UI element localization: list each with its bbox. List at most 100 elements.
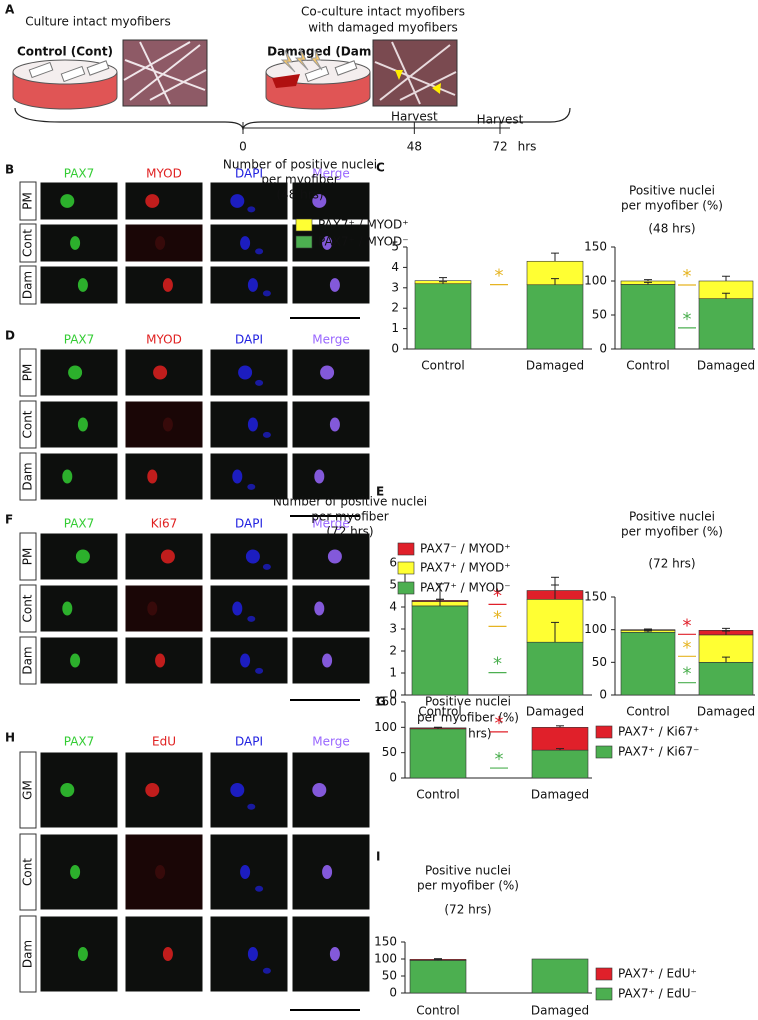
row-label: PM	[21, 364, 35, 382]
right-title: with damaged myofibers	[308, 21, 458, 35]
micrograph	[209, 181, 289, 221]
row-label: Cont	[21, 594, 35, 622]
nucleus	[314, 601, 325, 616]
y-tick-label: 100	[584, 622, 607, 636]
x-tick-label: Control	[418, 705, 461, 719]
legend-label: PAX7⁺ / EdU⁺	[618, 967, 697, 981]
legend-label: PAX7⁺ / MYOD⁺	[420, 561, 511, 575]
nucleus	[162, 947, 173, 961]
nucleus	[77, 417, 88, 432]
nucleus	[147, 601, 158, 616]
y-tick-label: 5	[389, 578, 397, 592]
bar-segment	[698, 298, 754, 350]
y-tick-label: 0	[599, 688, 607, 702]
legend-label: PAX7⁺ / Ki67⁻	[618, 745, 699, 759]
nucleus	[255, 885, 264, 892]
y-tick-label: 4	[391, 260, 399, 274]
significance: *	[493, 585, 502, 606]
row-label-box	[19, 584, 37, 633]
x-tick-label: Damaged	[697, 705, 755, 719]
x-tick-label: Control	[626, 705, 669, 719]
panel-label: G	[376, 695, 386, 709]
nucleus	[247, 278, 258, 292]
column-header: DAPI	[235, 333, 263, 347]
nucleus	[329, 278, 340, 292]
nucleus	[77, 947, 88, 961]
micrograph	[124, 400, 204, 449]
panel-label: H	[5, 731, 15, 745]
nucleus	[60, 194, 75, 208]
nucleus	[329, 417, 340, 432]
nucleus	[232, 601, 243, 616]
y-tick-label: 100	[374, 720, 397, 734]
column-header: MYOD	[146, 167, 182, 181]
row-label-box	[19, 636, 37, 685]
x-tick-label: Control	[421, 359, 464, 373]
column-header: EdU	[152, 735, 176, 749]
row-label-box	[19, 452, 37, 501]
panel-label: A	[5, 3, 15, 17]
chart-title: (72 hrs)	[444, 903, 491, 917]
y-tick-label: 0	[599, 342, 607, 356]
nucleus	[312, 194, 327, 208]
micrograph	[291, 584, 371, 633]
timeline-label: 72	[492, 140, 507, 154]
micrograph	[124, 584, 204, 633]
micrograph	[39, 452, 119, 501]
micrograph	[291, 532, 371, 581]
nucleus	[240, 236, 251, 250]
x-tick-label: Damaged	[531, 788, 589, 802]
nucleus	[247, 803, 256, 810]
harvest-label: Harvest	[477, 113, 524, 127]
damaged-photo	[372, 39, 458, 107]
bar-segment	[620, 631, 676, 696]
y-tick-label: 50	[592, 308, 607, 322]
row-label-box	[19, 915, 37, 993]
significance: *	[495, 266, 504, 287]
nucleus	[155, 236, 166, 250]
control-label: Control (Cont)	[17, 45, 113, 59]
left-title: Culture intact myofibers	[25, 15, 171, 29]
chart-title: (48 hrs)	[276, 188, 323, 202]
nucleus	[322, 653, 333, 668]
row-label: PM	[21, 192, 35, 210]
legend-swatch	[397, 561, 415, 575]
legend-label: PAX7⁺ / Ki67⁺	[618, 725, 699, 739]
y-tick-label: 0	[391, 342, 399, 356]
nucleus	[147, 469, 158, 484]
nucleus	[329, 947, 340, 961]
bar-segment	[526, 641, 584, 696]
column-header: PAX7	[64, 167, 95, 181]
chart-title: Positive nuclei	[425, 864, 511, 878]
row-label: Dam	[21, 462, 35, 490]
nucleus	[312, 783, 327, 797]
y-tick-label: 4	[389, 600, 397, 614]
significance: *	[495, 749, 504, 770]
nucleus	[77, 278, 88, 292]
panel-label: B	[5, 163, 14, 177]
row-label: Cont	[21, 410, 35, 438]
legend-swatch	[397, 581, 415, 595]
panel-label: I	[376, 850, 380, 864]
micrograph	[291, 452, 371, 501]
bar-segment	[414, 283, 472, 350]
significance: *	[683, 664, 692, 685]
significance: *	[493, 607, 502, 628]
legend-swatch	[595, 745, 613, 759]
chart-title: Positive nuclei	[629, 510, 715, 524]
chart-title: per myofiber (%)	[417, 711, 519, 725]
legend-swatch	[295, 235, 313, 249]
chart-title: (72 hrs)	[648, 557, 695, 571]
x-tick-label: Control	[626, 359, 669, 373]
harvest-label: Harvest	[391, 110, 438, 124]
bar-segment	[409, 960, 467, 994]
control-photo	[122, 39, 208, 107]
column-header: PAX7	[64, 735, 95, 749]
y-tick-label: 100	[374, 952, 397, 966]
micrograph	[124, 915, 204, 993]
nucleus	[314, 469, 325, 484]
nucleus	[262, 563, 271, 570]
legend-swatch	[595, 987, 613, 1001]
bar-segment	[411, 605, 469, 696]
x-tick-label: Control	[416, 1004, 459, 1018]
